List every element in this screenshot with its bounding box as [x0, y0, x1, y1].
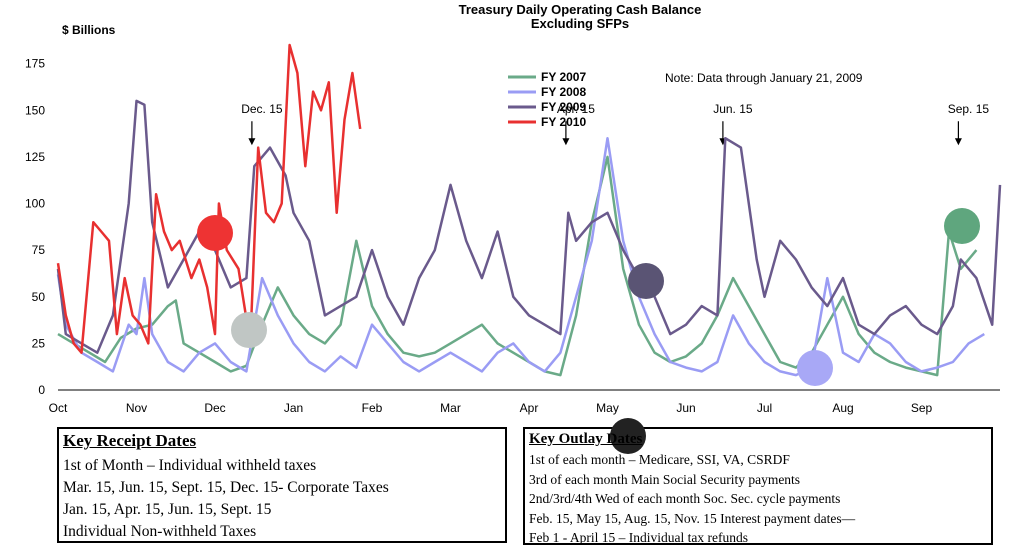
y-tick-label: 125 — [25, 150, 45, 164]
series-line-fy-2008 — [56, 136, 985, 377]
x-tick-label: Oct — [49, 401, 68, 415]
x-tick-label: Nov — [126, 401, 147, 415]
receipt-line: Jan. 15, Apr. 15, Jun. 15, Sept. 15 — [63, 501, 272, 518]
x-tick-label: Apr — [520, 401, 539, 415]
annotation-arrowhead — [562, 138, 570, 146]
legend-entry: FY 2007 — [541, 70, 586, 84]
chart-title: Treasury Daily Operating Cash Balance — [458, 2, 702, 17]
annotation-label: Jun. 15 — [713, 102, 753, 116]
annotation-label: Dec. 15 — [241, 102, 283, 116]
receipt-line: Mar. 15, Jun. 15, Sept. 15, Dec. 15- Cor… — [63, 479, 389, 496]
series-line-fy-2010 — [56, 43, 362, 354]
line-chart: $ Billions 0 25 50 75 100 125 150 175 Oct Nov Dec Ja… — [25, 23, 1002, 415]
marker-red — [197, 215, 233, 251]
annotation-label: Apr. 15 — [557, 102, 595, 116]
y-tick-label: 0 — [38, 383, 45, 397]
x-tick-label: Jul — [757, 401, 772, 415]
x-tick-label: Aug — [832, 401, 853, 415]
y-tick-label: 50 — [32, 290, 46, 304]
outlay-line: Feb 1 - April 15 – Individual tax refund… — [529, 530, 748, 545]
marker-black — [610, 418, 646, 454]
y-tick-label: 150 — [25, 103, 45, 117]
x-tick-label: Jan — [284, 401, 303, 415]
y-tick-label: 75 — [32, 243, 46, 257]
x-tick-label: Sep — [911, 401, 933, 415]
receipt-line: 1st of Month – Individual withheld taxes — [63, 457, 317, 474]
y-tick-label: 25 — [32, 336, 46, 350]
legend-entry: FY 2010 — [541, 115, 586, 129]
outlay-line: 3rd of each month Main Social Security p… — [529, 471, 801, 487]
legend-entry: FY 2008 — [541, 85, 586, 99]
marker-green — [944, 208, 980, 244]
chart-subtitle: Excluding SFPs — [530, 16, 630, 31]
annotation-arrowhead — [954, 138, 962, 146]
x-tick-label: Dec — [204, 401, 225, 415]
outlay-line: Feb. 15, May 15, Aug. 15, Nov. 15 Intere… — [529, 510, 856, 526]
outlay-line: 1st of each month – Medicare, SSI, VA, C… — [529, 452, 790, 467]
annotation-arrowhead — [248, 138, 256, 146]
key-receipt-dates-box: Key Receipt Dates 1st of Month – Individ… — [57, 427, 507, 543]
y-tick-label: 175 — [25, 57, 45, 71]
x-tick-label: Feb — [362, 401, 383, 415]
legend-entry: FY 2009 — [541, 100, 586, 114]
x-tick-label: May — [596, 401, 619, 415]
key-receipt-dates-heading: Key Receipt Dates — [63, 431, 197, 450]
marker-lavender — [797, 350, 833, 386]
x-tick-label: Mar — [440, 401, 461, 415]
marker-gray — [231, 312, 267, 348]
key-outlay-dates-box: Key Outlay Dates 1st of each month – Med… — [523, 427, 993, 545]
outlay-line: 2nd/3rd/4th Wed of each month Soc. Sec. … — [529, 491, 841, 506]
x-tick-label: Jun — [676, 401, 695, 415]
key-outlay-dates-heading: Key Outlay Dates — [529, 431, 643, 447]
annotation-label: Sep. 15 — [948, 102, 990, 116]
chart-note: Note: Data through January 21, 2009 — [665, 71, 863, 85]
y-tick-label: 100 — [25, 197, 45, 211]
y-axis-label: $ Billions — [62, 23, 116, 37]
marker-purple — [628, 263, 664, 299]
receipt-line: Individual Non-withheld Taxes — [63, 523, 257, 540]
